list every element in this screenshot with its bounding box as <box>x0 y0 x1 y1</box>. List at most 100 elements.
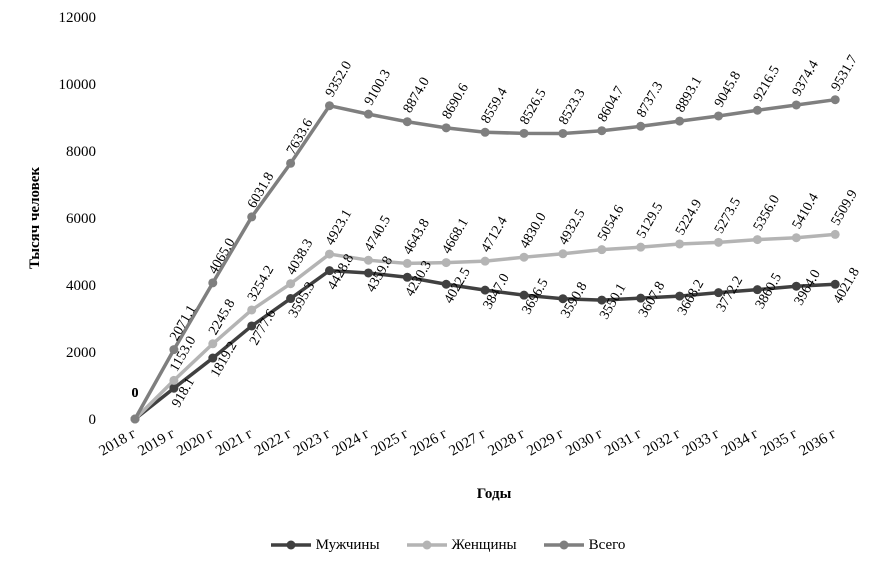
legend-label: Мужчины <box>315 536 380 553</box>
x-tick-label: 2022 г <box>252 426 295 460</box>
data-point <box>714 111 723 121</box>
data-point <box>791 233 801 243</box>
data-point <box>208 278 218 288</box>
series-layer <box>130 95 840 424</box>
data-point <box>441 279 451 289</box>
y-tick-label: 4000 <box>66 278 96 294</box>
data-label: 9352.0 <box>323 59 355 100</box>
y-tick-label: 8000 <box>66 144 96 160</box>
data-label: 4923.1 <box>323 207 355 248</box>
data-label: 8559.4 <box>479 85 511 126</box>
data-label: 4830.0 <box>517 210 549 251</box>
data-point <box>247 305 257 315</box>
data-point <box>130 414 140 424</box>
data-label: 7633.6 <box>284 116 316 157</box>
data-point <box>325 249 334 259</box>
data-point <box>752 285 762 295</box>
x-tick-label: 2027 г <box>447 426 490 460</box>
legend-item: Мужчины <box>270 537 380 554</box>
data-label: 4038.3 <box>284 237 316 278</box>
data-point <box>636 293 646 303</box>
data-point <box>480 256 490 266</box>
data-point <box>208 353 218 363</box>
x-tick-label: 2028 г <box>485 426 528 460</box>
y-tick-label: 12000 <box>59 10 97 26</box>
data-label: 9374.4 <box>790 58 822 99</box>
data-label: 8874.0 <box>401 75 433 116</box>
data-label: 5356.0 <box>751 193 783 234</box>
data-point <box>169 383 179 393</box>
data-point <box>675 239 685 249</box>
data-label: 5129.5 <box>634 200 666 241</box>
data-point <box>402 272 412 282</box>
data-point <box>286 158 296 168</box>
x-tick-label: 2019 г <box>135 426 178 460</box>
data-point <box>363 109 373 119</box>
data-point <box>169 345 179 355</box>
x-tick-label: 2033 г <box>680 426 723 460</box>
data-label: 0 <box>132 386 139 401</box>
x-tick-label: 2023 г <box>291 426 334 460</box>
data-point <box>791 281 801 291</box>
data-point <box>519 252 529 262</box>
data-point <box>247 212 257 222</box>
data-label: 9531.7 <box>829 53 861 94</box>
x-tick-label: 2035 г <box>758 426 801 460</box>
data-point <box>402 258 412 268</box>
data-point <box>247 321 257 331</box>
data-label: 9100.3 <box>362 67 394 108</box>
x-tick-label: 2025 г <box>369 426 412 460</box>
data-point <box>830 229 840 239</box>
y-tick-label: 6000 <box>66 211 96 227</box>
x-tick-label: 2024 г <box>330 426 373 460</box>
data-label: 0 <box>132 386 139 401</box>
data-label: 8526.5 <box>517 87 549 128</box>
legend-swatch-icon <box>406 540 447 550</box>
data-label: 5509.9 <box>829 188 861 229</box>
data-point <box>169 375 179 385</box>
data-point <box>558 249 568 259</box>
x-tick-label: 2018 г <box>96 426 139 460</box>
data-label: 5224.9 <box>673 197 705 238</box>
data-label: 8893.1 <box>673 74 705 115</box>
data-label: 8690.6 <box>440 81 472 122</box>
data-point <box>752 105 762 115</box>
data-label: 4643.8 <box>401 217 433 258</box>
data-point <box>363 255 373 265</box>
x-tick-label: 2029 г <box>524 426 567 460</box>
data-point <box>558 294 568 304</box>
y-axis-ticks: 0 2000 4000 6000 8000 10000 12000 <box>59 10 97 428</box>
data-label: 8604.7 <box>595 84 627 125</box>
data-point <box>675 116 685 126</box>
data-point <box>752 235 762 245</box>
y-tick-label: 0 <box>89 412 97 428</box>
y-axis-title: Тысяч человек <box>27 167 43 269</box>
data-label: 5410.4 <box>790 191 822 232</box>
data-point <box>830 95 840 105</box>
data-point <box>480 285 490 295</box>
x-tick-label: 2034 г <box>719 426 762 460</box>
data-point <box>519 128 529 138</box>
data-label: 9045.8 <box>712 69 744 110</box>
data-point <box>597 295 607 305</box>
data-label: 4932.5 <box>556 207 588 248</box>
x-tick-label: 2020 г <box>174 426 217 460</box>
data-label: 4712.4 <box>479 214 511 255</box>
data-point <box>714 288 723 298</box>
x-tick-label: 2021 г <box>213 426 256 460</box>
data-point <box>558 128 568 138</box>
data-point <box>402 117 412 127</box>
legend-swatch-icon <box>270 540 311 550</box>
data-point <box>208 339 218 349</box>
x-tick-label: 2030 г <box>563 426 606 460</box>
data-label: 2245.8 <box>206 297 238 338</box>
data-point <box>830 279 840 289</box>
data-point <box>791 100 801 110</box>
data-point <box>636 242 646 252</box>
data-point <box>597 245 607 255</box>
data-point <box>597 126 607 136</box>
legend-item: Женщины <box>406 537 517 554</box>
data-point <box>480 127 490 137</box>
data-point <box>519 290 529 300</box>
